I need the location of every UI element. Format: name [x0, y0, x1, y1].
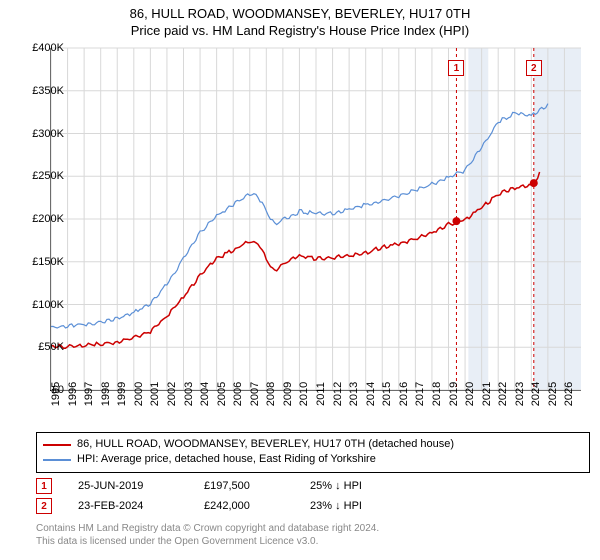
y-tick-label: £350K: [32, 85, 64, 97]
x-tick-label: 2011: [315, 382, 327, 406]
x-tick-label: 2003: [183, 382, 195, 406]
x-tick-label: 2021: [481, 382, 493, 406]
x-tick-label: 2025: [547, 382, 559, 406]
x-tick-label: 1997: [83, 382, 95, 406]
x-tick-label: 2004: [199, 382, 211, 406]
y-tick-label: £150K: [32, 256, 64, 268]
marker-badge-1: 1: [36, 478, 52, 494]
y-tick-label: £200K: [32, 213, 64, 225]
x-tick-label: 2022: [497, 382, 509, 406]
x-tick-label: 1995: [50, 382, 62, 406]
legend-swatch-hpi: [43, 459, 71, 461]
title-line-1: 86, HULL ROAD, WOODMANSEY, BEVERLEY, HU1…: [0, 6, 600, 23]
y-tick-label: £50K: [38, 341, 64, 353]
x-tick-label: 2016: [398, 382, 410, 406]
chart-container: 86, HULL ROAD, WOODMANSEY, BEVERLEY, HU1…: [0, 0, 600, 560]
attribution-line-2: This data is licensed under the Open Gov…: [36, 535, 379, 548]
attribution-block: Contains HM Land Registry data © Crown c…: [36, 522, 379, 548]
marker-date-2: 23-FEB-2024: [78, 500, 178, 512]
x-tick-label: 2002: [166, 382, 178, 406]
legend-box: 86, HULL ROAD, WOODMANSEY, BEVERLEY, HU1…: [36, 432, 590, 473]
x-tick-label: 2013: [348, 382, 360, 406]
marker-price-2: £242,000: [204, 500, 284, 512]
marker-price-1: £197,500: [204, 480, 284, 492]
y-tick-label: £300K: [32, 128, 64, 140]
x-tick-label: 1999: [116, 382, 128, 406]
legend-row-property: 86, HULL ROAD, WOODMANSEY, BEVERLEY, HU1…: [43, 437, 583, 452]
x-tick-label: 2018: [431, 382, 443, 406]
legend-label-property: 86, HULL ROAD, WOODMANSEY, BEVERLEY, HU1…: [77, 437, 454, 452]
x-tick-label: 2026: [563, 382, 575, 406]
marker-row-1: 1 25-JUN-2019 £197,500 25% ↓ HPI: [36, 476, 400, 496]
marker-table: 1 25-JUN-2019 £197,500 25% ↓ HPI 2 23-FE…: [36, 476, 400, 516]
title-block: 86, HULL ROAD, WOODMANSEY, BEVERLEY, HU1…: [0, 0, 600, 40]
x-tick-label: 2019: [448, 382, 460, 406]
x-tick-label: 2010: [298, 382, 310, 406]
x-tick-label: 2009: [282, 382, 294, 406]
y-tick-label: £100K: [32, 299, 64, 311]
y-tick-label: £400K: [32, 42, 64, 54]
marker-badge-2: 2: [36, 498, 52, 514]
plot-area: [50, 48, 581, 391]
x-tick-label: 2006: [232, 382, 244, 406]
x-tick-label: 2014: [365, 382, 377, 406]
x-tick-label: 2012: [332, 382, 344, 406]
legend-label-hpi: HPI: Average price, detached house, East…: [77, 452, 376, 467]
legend-swatch-property: [43, 444, 71, 446]
y-tick-label: £250K: [32, 170, 64, 182]
marker-pct-1: 25% ↓ HPI: [310, 480, 400, 492]
x-tick-label: 2017: [414, 382, 426, 406]
x-tick-label: 2005: [216, 382, 228, 406]
x-tick-label: 2007: [249, 382, 261, 406]
attribution-line-1: Contains HM Land Registry data © Crown c…: [36, 522, 379, 535]
x-tick-label: 2024: [530, 382, 542, 406]
x-tick-label: 2015: [381, 382, 393, 406]
legend-row-hpi: HPI: Average price, detached house, East…: [43, 452, 583, 467]
marker-date-1: 25-JUN-2019: [78, 480, 178, 492]
title-line-2: Price paid vs. HM Land Registry's House …: [0, 23, 600, 40]
x-tick-label: 2000: [133, 382, 145, 406]
chart-marker-badge: 2: [526, 60, 542, 76]
x-tick-label: 2001: [149, 382, 161, 406]
marker-pct-2: 23% ↓ HPI: [310, 500, 400, 512]
x-tick-label: 1998: [100, 382, 112, 406]
chart-marker-badge: 1: [448, 60, 464, 76]
x-tick-label: 2008: [265, 382, 277, 406]
x-tick-label: 2020: [464, 382, 476, 406]
plot-svg: [51, 48, 581, 390]
x-tick-label: 1996: [67, 382, 79, 406]
marker-row-2: 2 23-FEB-2024 £242,000 23% ↓ HPI: [36, 496, 400, 516]
x-tick-label: 2023: [514, 382, 526, 406]
